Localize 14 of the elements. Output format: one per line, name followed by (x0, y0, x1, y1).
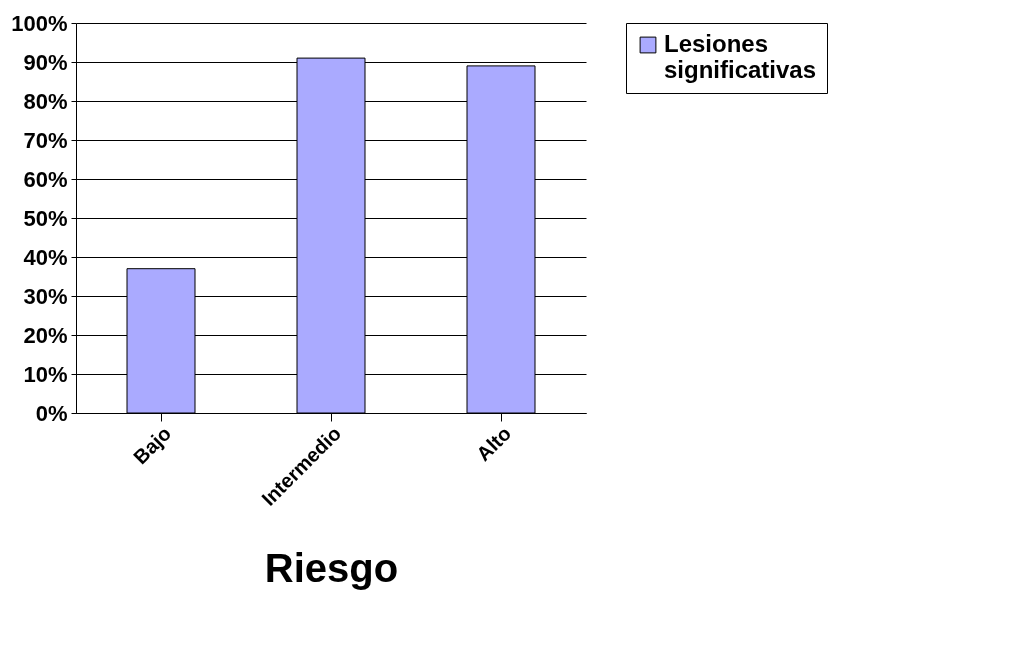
y-tick-label: 60% (23, 166, 68, 192)
y-tick-label: 0% (35, 400, 68, 426)
y-tick-label: 30% (23, 283, 68, 309)
y-tick-label: 100% (11, 10, 68, 36)
y-tick-label: 40% (23, 244, 68, 270)
x-axis-title: Riesgo (264, 545, 399, 590)
y-tick-label: 10% (23, 361, 68, 387)
y-tick-label: 70% (23, 127, 68, 153)
y-tick-label: 90% (23, 49, 68, 75)
y-tick-label: 50% (23, 205, 68, 231)
x-tick-label: Alto (472, 422, 516, 466)
legend-label: Lesiones significativas (664, 30, 817, 83)
y-tick-label: 20% (23, 322, 68, 348)
y-tick-label: 80% (23, 88, 68, 114)
